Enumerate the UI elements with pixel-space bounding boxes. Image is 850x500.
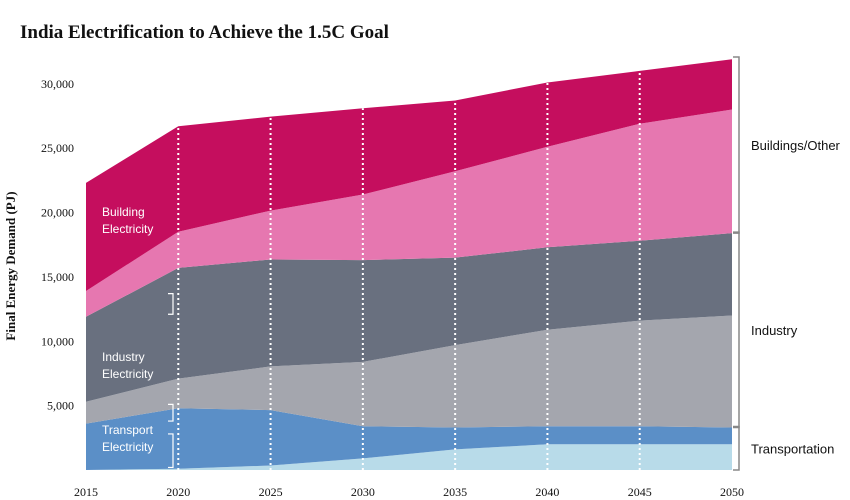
inner-label-industry: Industry <box>102 350 145 364</box>
bracket-label: Industry <box>751 323 798 338</box>
area-building_electricity <box>86 109 732 317</box>
y-tick-label: 20,000 <box>41 206 74 220</box>
y-tick-label: 25,000 <box>41 141 74 155</box>
x-axis-ticks: 2015 2020 2025 2030 2035 2040 2045 2050 <box>74 485 744 499</box>
x-tick-label: 2020 <box>166 485 190 499</box>
bracket-line <box>733 231 740 429</box>
y-axis-ticks: 5,000 10,000 15,000 20,000 25,000 30,000 <box>41 77 74 413</box>
area-series-group <box>86 59 732 470</box>
area-industry_electricity <box>86 315 732 428</box>
y-axis-label: Final Energy Demand (PJ) <box>3 191 18 340</box>
x-tick-label: 2040 <box>535 485 559 499</box>
area-transport_electricity <box>86 444 732 470</box>
inner-bracket-building <box>168 293 174 315</box>
x-tick-label: 2050 <box>720 485 744 499</box>
inner-label-building: Electricity <box>102 222 153 236</box>
x-tick-label: 2030 <box>351 485 375 499</box>
inner-bracket-industry <box>168 403 174 422</box>
x-tick-label: 2035 <box>443 485 467 499</box>
inner-label-industry: Electricity <box>102 367 153 381</box>
inner-label-building: Building <box>102 205 145 219</box>
chart-title: India Electrification to Achieve the 1.5… <box>20 22 389 43</box>
bracket-label: Transportation <box>751 441 834 456</box>
area-industry_other <box>86 233 732 402</box>
inner-label-transport: Transport <box>102 423 154 437</box>
inner-labels: Building Electricity Industry Electricity Tr… <box>102 205 174 469</box>
right-brackets: Buildings/Other Industry Transportation <box>733 56 841 471</box>
x-tick-label: 2015 <box>74 485 98 499</box>
y-tick-label: 5,000 <box>47 399 74 413</box>
y-tick-label: 15,000 <box>41 270 74 284</box>
dotted-gridlines <box>177 70 641 470</box>
y-tick-label: 30,000 <box>41 77 74 91</box>
bracket-label: Buildings/Other <box>751 138 841 153</box>
area-transport_other <box>86 408 732 470</box>
inner-label-transport: Electricity <box>102 440 153 454</box>
x-tick-label: 2025 <box>259 485 283 499</box>
bracket-line <box>733 425 740 471</box>
y-tick-label: 10,000 <box>41 334 74 348</box>
inner-bracket-transport <box>168 433 174 469</box>
area-buildings_other <box>86 59 732 291</box>
x-tick-label: 2045 <box>628 485 652 499</box>
bracket-line <box>733 56 740 234</box>
